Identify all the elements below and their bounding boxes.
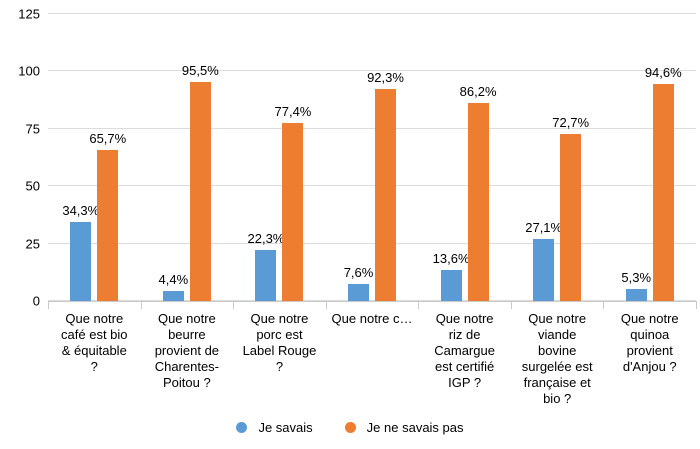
gridline-y-100 (48, 70, 696, 72)
bar-group: 13,6% 86,2% (418, 14, 511, 301)
bar-je-savais[interactable]: 22,3% (248, 231, 284, 301)
bar-value-label: 86,2% (459, 84, 497, 100)
x-axis-category-label: Que notre café est bio & équitable ? (61, 311, 128, 374)
gridline-y-125 (48, 13, 696, 14)
bar-group: 27,1% 72,7% (511, 14, 604, 301)
x-axis-tick (696, 301, 697, 309)
bar-group: 5,3% 94,6% (603, 14, 696, 301)
gridline-y-0 (48, 300, 696, 301)
bar-value-label: 13,6% (432, 250, 470, 266)
y-axis: 0 25 50 75 100 125 (0, 7, 40, 309)
y-axis-tick-label: 0 (32, 293, 40, 309)
x-axis-category-label: Que notre c… (331, 311, 413, 326)
bar-group: 7,6% 92,3% (326, 14, 419, 301)
bar-je-savais[interactable]: 5,3% (621, 270, 651, 301)
bar-value-label: 95,5% (181, 62, 219, 78)
bar-group: 34,3% 65,7% (48, 14, 141, 301)
bar-je-savais[interactable]: 27,1% (525, 220, 562, 301)
x-axis-category-label: Que notre viande bovine surgelée est fra… (521, 311, 593, 406)
x-axis-category-label: Que notre beurre provient de Charentes- … (154, 311, 220, 390)
bar-groups: 34,3% 65,7% 4,4% 95,5% 22,3% 77,4% 7,6% 92,3% 13… (48, 14, 696, 301)
bar-value-label: 65,7% (89, 131, 127, 147)
x-axis-tick (233, 301, 235, 309)
bar-je-savais[interactable]: 4,4% (159, 272, 188, 301)
bar-value-label: 4,4% (158, 271, 189, 287)
x-axis-tick (510, 301, 512, 309)
x-axis-tick (325, 301, 327, 309)
gridline-y-25 (48, 242, 696, 244)
gridline-y-75 (48, 127, 696, 129)
bar-je-savais[interactable]: 13,6% (433, 251, 470, 301)
gridline-y-50 (48, 185, 696, 187)
legend-label: Je savais (258, 420, 313, 435)
bar-je-ne-savais-pas[interactable]: 95,5% (182, 63, 219, 301)
bar-je-ne-savais-pas[interactable]: 65,7% (89, 131, 126, 301)
x-axis-labels: Que notre café est bio & équitable ? Que … (48, 311, 696, 407)
bar-group: 22,3% 77,4% (233, 14, 326, 301)
bar-value-label: 77,4% (274, 104, 312, 120)
y-axis-tick-label: 25 (25, 236, 40, 252)
x-axis-category-label: Que notre porc est Label Rouge ? (242, 311, 317, 374)
x-axis-tick (48, 301, 49, 309)
y-axis-tick-label: 75 (25, 121, 40, 137)
legend-item-je-ne-savais-pas[interactable]: Je ne savais pas (344, 420, 464, 435)
bar-je-ne-savais-pas[interactable]: 92,3% (367, 70, 404, 301)
legend: Je savais Je ne savais pas (0, 420, 700, 435)
x-axis-tick (603, 301, 605, 309)
bar-value-label: 72,7% (552, 115, 590, 131)
bar-je-savais[interactable]: 34,3% (62, 203, 99, 301)
bar-je-ne-savais-pas[interactable]: 86,2% (460, 84, 497, 301)
bar-je-savais[interactable]: 7,6% (344, 265, 373, 301)
plot-area: 34,3% 65,7% 4,4% 95,5% 22,3% 77,4% 7,6% 92,3% 13… (48, 13, 696, 301)
legend-swatch-je-ne-savais-pas (344, 422, 356, 433)
y-axis-tick-label: 125 (18, 6, 40, 22)
x-axis-category-label: Que notre riz de Camargue est certifié I… (434, 311, 495, 390)
bar-je-ne-savais-pas[interactable]: 94,6% (645, 65, 682, 301)
bar-value-label: 34,3% (62, 203, 100, 219)
y-axis-tick-label: 50 (25, 178, 40, 194)
x-axis-tick (418, 301, 420, 309)
bar-je-ne-savais-pas[interactable]: 77,4% (275, 104, 311, 301)
bar-value-label: 22,3% (247, 230, 285, 246)
bar-value-label: 7,6% (343, 264, 374, 280)
bar-je-ne-savais-pas[interactable]: 72,7% (552, 115, 589, 301)
legend-item-je-savais[interactable]: Je savais (236, 420, 313, 435)
legend-swatch-je-savais (236, 422, 248, 433)
x-axis-category-label: Que notre quinoa provient d'Anjou ? (620, 311, 679, 374)
legend-label: Je ne savais pas (366, 420, 464, 435)
bar-group: 4,4% 95,5% (141, 14, 234, 301)
bar-value-label: 92,3% (367, 70, 404, 86)
x-axis-tick (140, 301, 142, 309)
bar-value-label: 5,3% (621, 269, 652, 285)
x-axis-line (48, 301, 696, 302)
y-axis-tick-label: 100 (18, 63, 40, 79)
bar-value-label: 94,6% (644, 64, 682, 80)
bar-value-label: 27,1% (525, 219, 563, 235)
